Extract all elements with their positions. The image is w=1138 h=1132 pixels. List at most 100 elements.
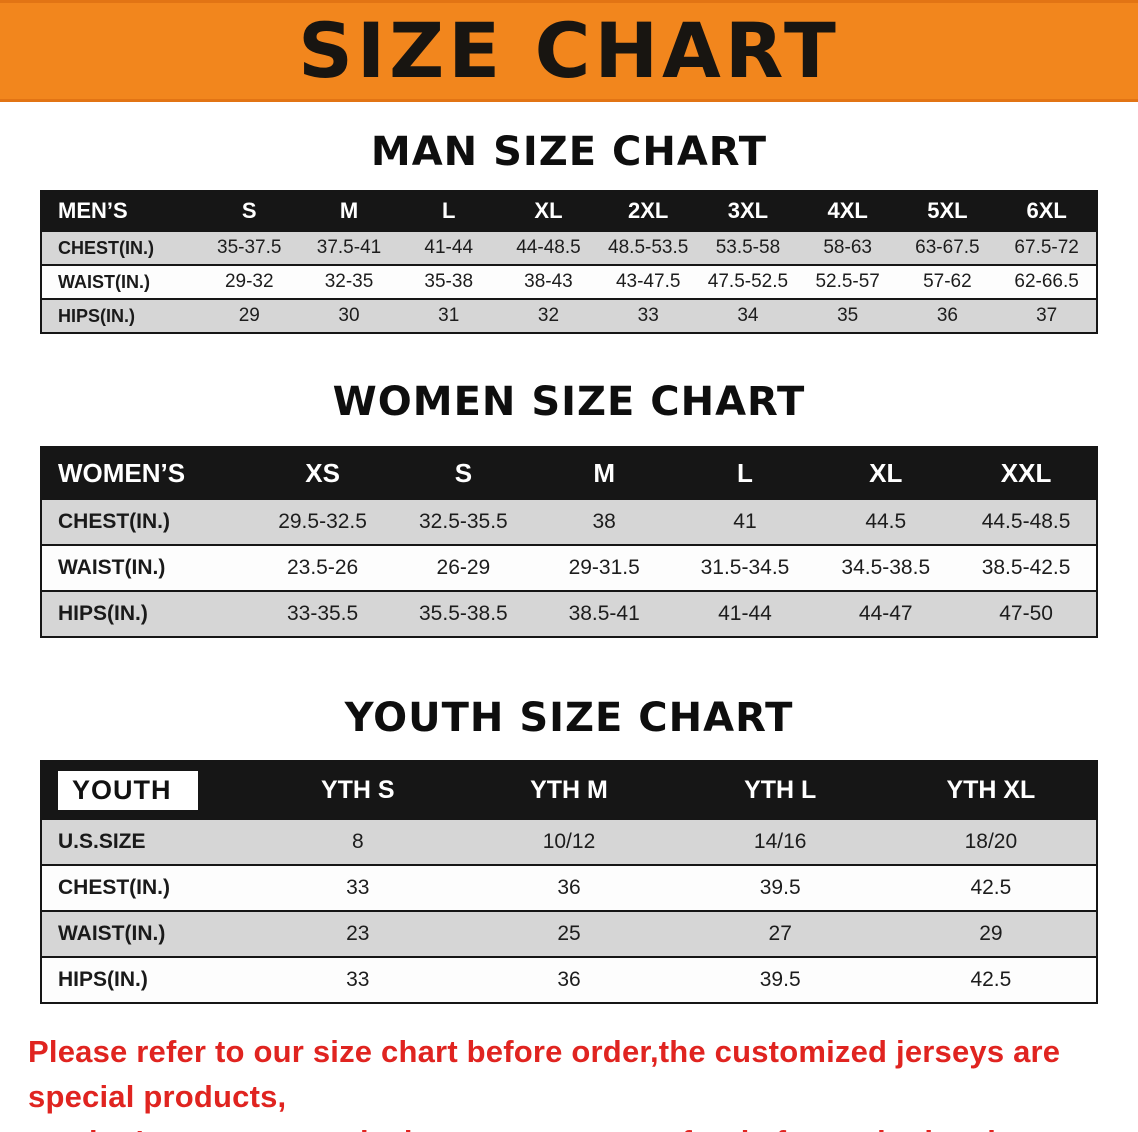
size-value: 36 [557, 876, 581, 899]
size-value: 23.5-26 [286, 556, 359, 579]
size-value: 42.5 [970, 968, 1012, 991]
header-label: XL [869, 457, 903, 488]
header-label: XXL [1000, 457, 1052, 488]
size-value: 31.5-34.5 [700, 556, 790, 579]
size-value: 18/20 [964, 830, 1018, 853]
size-value: 41 [733, 510, 757, 533]
size-value: 29 [238, 305, 260, 326]
row-label: WAIST(IN.) [58, 922, 166, 945]
size-value: 43-47.5 [615, 271, 681, 292]
men-size-section: MAN SIZE CHART MEN’S S M L XL 2XL 3XL 4XL 5XL 6XL… [0, 128, 1138, 334]
size-value: 38-43 [524, 271, 573, 292]
row-label: HIPS(IN.) [58, 602, 148, 625]
table-title-cell: WOMEN’S [41, 447, 252, 499]
table-row: WAIST(IN.) 29-32 32-35 35-38 38-43 43-47.5 47.… [41, 265, 1097, 299]
size-value: 47.5-52.5 [707, 271, 789, 292]
size-column-header: 2XL [598, 191, 698, 231]
size-value: 44.5-48.5 [981, 510, 1071, 533]
table-row: WAIST(IN.) 23 25 27 29 [41, 911, 1097, 957]
header-label: YTH L [744, 775, 817, 804]
row-label: CHEST(IN.) [58, 510, 170, 533]
women-section-heading: WOMEN SIZE CHART [332, 379, 806, 425]
size-value: 14/16 [753, 830, 807, 853]
size-value: 38 [592, 510, 616, 533]
disclaimer-text: Please refer to our size chart before or… [28, 1030, 1114, 1132]
table-row: CHEST(IN.) 33 36 39.5 42.5 [41, 865, 1097, 911]
table-header-row: WOMEN’S XS S M L XL XXL [41, 447, 1097, 499]
table-row: HIPS(IN.) 33 36 39.5 42.5 [41, 957, 1097, 1003]
row-label: U.S.SIZE [58, 830, 146, 853]
table-row: HIPS(IN.) 33-35.5 35.5-38.5 38.5-41 41-44 44-… [41, 591, 1097, 637]
size-value: 53.5-58 [715, 237, 781, 258]
size-value: 63-67.5 [915, 237, 980, 258]
row-label: HIPS(IN.) [58, 968, 148, 991]
size-column-header: YTH M [463, 761, 674, 819]
size-value: 38.5-42.5 [981, 556, 1071, 579]
header-label: YTH XL [946, 775, 1036, 804]
size-column-header: 3XL [698, 191, 798, 231]
size-column-header: YTH S [252, 761, 463, 819]
size-value: 44-48.5 [516, 237, 581, 258]
size-value: 33 [346, 968, 370, 991]
row-label: CHEST(IN.) [58, 237, 154, 258]
size-value: 29-32 [224, 271, 274, 292]
size-value: 8 [351, 830, 364, 853]
size-column-header: L [399, 191, 499, 231]
table-title-cell: MEN’S [41, 191, 199, 231]
size-value: 57-62 [923, 271, 972, 292]
header-label: 6XL [1026, 198, 1067, 223]
header-label: WOMEN’S [58, 457, 186, 488]
size-column-header: XS [252, 447, 393, 499]
size-value: 37.5-41 [316, 237, 382, 258]
size-column-header: 5XL [898, 191, 998, 231]
size-value: 36 [557, 968, 581, 991]
women-size-table: WOMEN’S XS S M L XL XXL CHEST(IN.) 29.5-32.5 32.5… [40, 446, 1098, 638]
header-label: XL [534, 198, 563, 223]
size-value: 37 [1036, 305, 1058, 326]
size-value: 36 [936, 305, 958, 326]
men-section-heading: MAN SIZE CHART [370, 129, 768, 175]
size-value: 34.5-38.5 [841, 556, 931, 579]
row-label: HIPS(IN.) [58, 305, 136, 326]
women-size-section: WOMEN SIZE CHART WOMEN’S XS S M L XL XXL CHEST(… [0, 378, 1138, 638]
table-row: CHEST(IN.) 35-37.5 37.5-41 41-44 44-48.5 48.5… [41, 231, 1097, 265]
size-value: 23 [346, 922, 370, 945]
size-value: 52.5-57 [815, 271, 880, 292]
size-column-header: M [534, 447, 675, 499]
size-column-header: YTH L [675, 761, 886, 819]
header-label: XS [305, 457, 340, 488]
size-chart-banner: SIZE CHART [0, 0, 1138, 102]
row-label: CHEST(IN.) [58, 876, 170, 899]
header-label: YTH M [530, 775, 608, 804]
header-label: 2XL [628, 198, 669, 223]
size-column-header: 4XL [798, 191, 898, 231]
table-header-row: YOUTH YTH S YTH M YTH L YTH XL [41, 761, 1097, 819]
size-column-header: M [299, 191, 399, 231]
size-value: 33 [346, 876, 370, 899]
size-column-header: XL [815, 447, 956, 499]
header-label: L [737, 457, 753, 488]
size-column-header: YTH XL [886, 761, 1097, 819]
size-value: 30 [338, 305, 360, 326]
size-value: 33-35.5 [286, 602, 359, 625]
size-value: 29 [979, 922, 1003, 945]
size-value: 44-47 [858, 602, 913, 625]
table-title-cell: YOUTH [41, 761, 252, 819]
youth-size-table: YOUTH YTH S YTH M YTH L YTH XL U.S.SIZE 8 10/12… [40, 760, 1098, 1004]
table-row: U.S.SIZE 8 10/12 14/16 18/20 [41, 819, 1097, 865]
header-label: S [241, 198, 257, 223]
table-row: CHEST(IN.) 29.5-32.5 32.5-35.5 38 41 44.5 44.5… [41, 499, 1097, 545]
size-value: 35.5-38.5 [419, 602, 508, 625]
size-value: 41-44 [718, 602, 772, 625]
disclaimer-line-2: we don't accept cancel, change, teturn o… [28, 1120, 1114, 1132]
size-value: 32 [537, 305, 560, 326]
men-size-table: MEN’S S M L XL 2XL 3XL 4XL 5XL 6XL CHEST(IN.) 35-37… [40, 190, 1098, 334]
row-label: WAIST(IN.) [58, 556, 166, 579]
size-value: 48.5-53.5 [608, 237, 689, 258]
header-label: M [593, 457, 616, 488]
disclaimer-line-1: Please refer to our size chart before or… [28, 1034, 1061, 1114]
header-label: MEN’S [58, 198, 128, 223]
size-value: 26-29 [436, 556, 491, 579]
size-column-header: 6XL [997, 191, 1097, 231]
